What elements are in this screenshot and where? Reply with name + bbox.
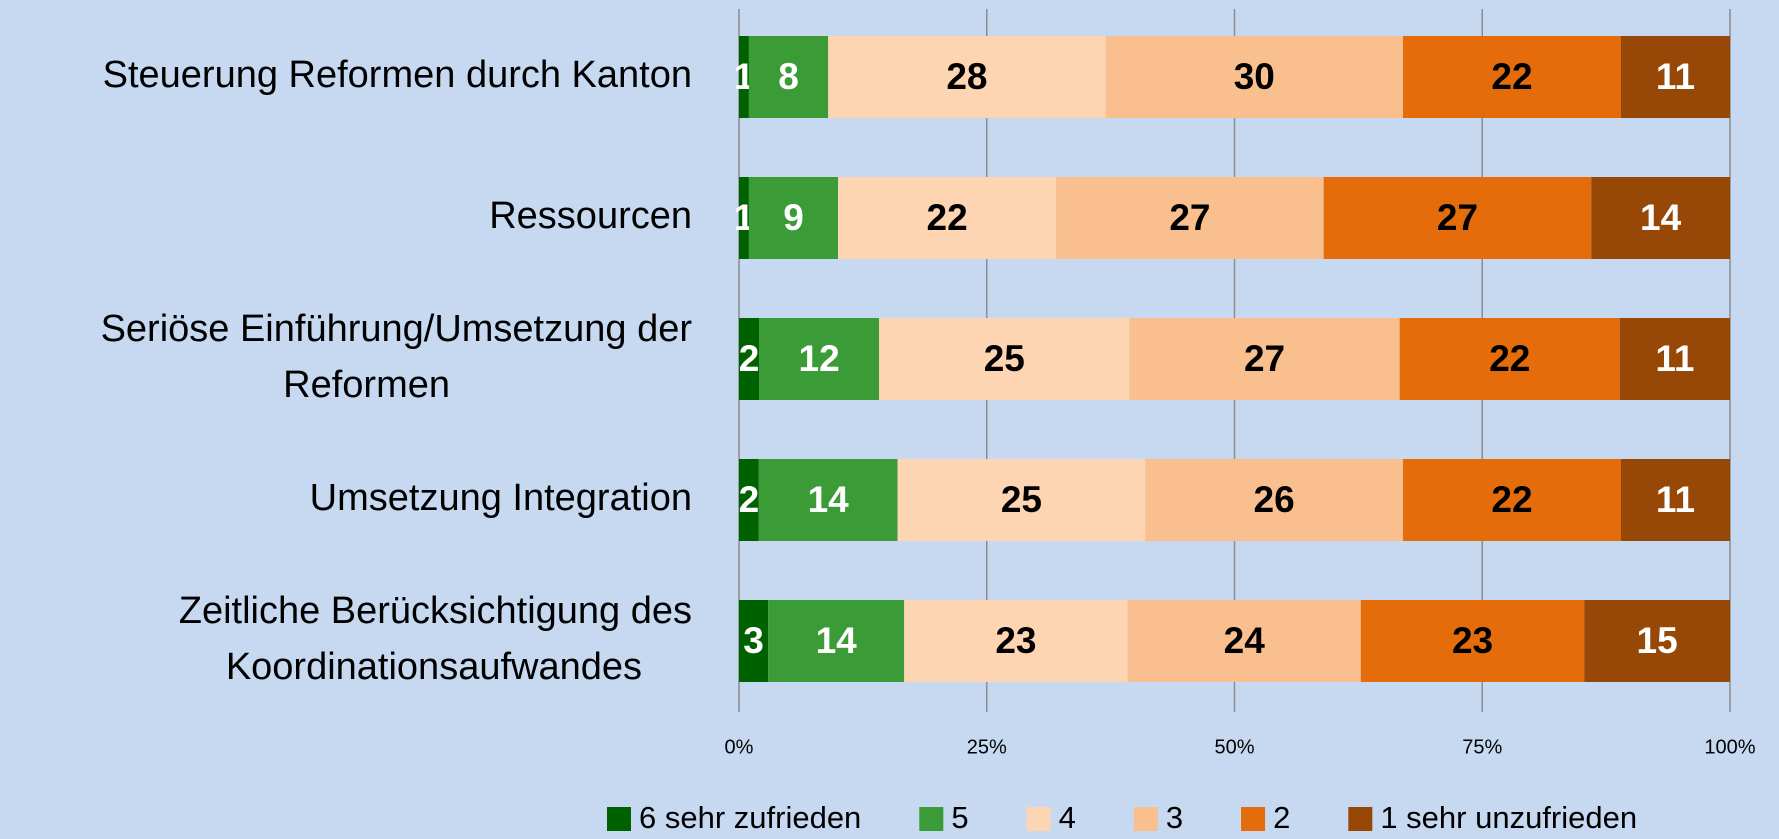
legend-label: 3 bbox=[1166, 800, 1183, 835]
x-tick-label: 0% bbox=[725, 736, 754, 758]
legend-label: 2 bbox=[1273, 800, 1290, 835]
x-tick-label: 50% bbox=[1214, 736, 1254, 758]
data-label: 27 bbox=[1169, 197, 1210, 238]
data-label: 27 bbox=[1437, 197, 1478, 238]
legend-swatch bbox=[607, 807, 631, 831]
data-label: 22 bbox=[1489, 338, 1530, 379]
bar-segment bbox=[758, 459, 898, 541]
data-label: 24 bbox=[1224, 620, 1266, 661]
bar-segment bbox=[828, 36, 1106, 118]
legend-swatch bbox=[1026, 807, 1051, 831]
data-label: 9 bbox=[783, 197, 804, 238]
bar-segment bbox=[748, 36, 829, 118]
bar-segment bbox=[1399, 318, 1620, 400]
bar-segment bbox=[739, 177, 749, 259]
category-line: Umsetzung Integration bbox=[310, 477, 692, 519]
data-label: 22 bbox=[927, 197, 968, 238]
legend-label: 5 bbox=[951, 800, 968, 835]
data-label: 23 bbox=[995, 620, 1036, 661]
bar-segment bbox=[1591, 177, 1730, 259]
category-label: Steuerung Reformen durch Kanton bbox=[103, 54, 692, 96]
data-label: 15 bbox=[1637, 620, 1678, 661]
x-tick-label: 75% bbox=[1462, 736, 1502, 758]
category-label: Ressourcen bbox=[489, 195, 692, 237]
bar-segment bbox=[1620, 459, 1730, 541]
data-label: 14 bbox=[816, 620, 858, 661]
category-line: Koordinationsaufwandes bbox=[226, 646, 642, 688]
data-label: 12 bbox=[799, 338, 840, 379]
bar-segment bbox=[1402, 36, 1621, 118]
bar-segment bbox=[879, 318, 1130, 400]
data-label: 11 bbox=[1656, 56, 1695, 97]
bar-segment bbox=[1105, 36, 1403, 118]
bar-segment bbox=[739, 318, 760, 400]
x-tick-label: 25% bbox=[967, 736, 1007, 758]
bar-segment bbox=[904, 600, 1128, 682]
bar-segment bbox=[739, 600, 769, 682]
data-label: 2 bbox=[739, 479, 760, 520]
category-line: Seriöse Einführung/Umsetzung der bbox=[101, 308, 693, 350]
bar-segment bbox=[748, 177, 839, 259]
bar-segment bbox=[1402, 459, 1621, 541]
bar-segment bbox=[768, 600, 905, 682]
category-line: Reformen bbox=[283, 364, 450, 406]
data-label: 8 bbox=[778, 56, 799, 97]
data-label: 2 bbox=[739, 338, 760, 379]
bar-segment bbox=[1360, 600, 1585, 682]
category-label: Seriöse Einführung/Umsetzung der Reformen bbox=[101, 308, 693, 406]
category-line: Ressourcen bbox=[489, 195, 692, 237]
legend-swatch bbox=[1133, 807, 1158, 831]
x-tick-label: 100% bbox=[1704, 736, 1755, 758]
bar-segment bbox=[759, 318, 880, 400]
bar-segment bbox=[897, 459, 1146, 541]
legend-label: 4 bbox=[1059, 800, 1076, 835]
data-label: 14 bbox=[808, 479, 850, 520]
data-label: 25 bbox=[1001, 479, 1042, 520]
bar-segment bbox=[739, 36, 749, 118]
data-label: 11 bbox=[1655, 338, 1694, 379]
bar-segment bbox=[1129, 318, 1400, 400]
category-line: Zeitliche Berücksichtigung des bbox=[179, 590, 692, 632]
category-line: Steuerung Reformen durch Kanton bbox=[103, 54, 692, 96]
data-label: 11 bbox=[1656, 479, 1695, 520]
bar-segment bbox=[838, 177, 1057, 259]
bar-segment bbox=[1145, 459, 1403, 541]
legend-swatch bbox=[1348, 807, 1373, 831]
data-label: 14 bbox=[1640, 197, 1682, 238]
data-label: 28 bbox=[946, 56, 987, 97]
bar-segment bbox=[1619, 318, 1730, 400]
data-label: 30 bbox=[1234, 56, 1275, 97]
category-label: Zeitliche Berücksichtigung des Koordinati… bbox=[179, 590, 692, 688]
data-label: 22 bbox=[1491, 479, 1532, 520]
data-label: 22 bbox=[1491, 56, 1532, 97]
legend-swatch bbox=[919, 807, 944, 831]
bar-segment bbox=[1127, 600, 1361, 682]
bar-segment bbox=[1620, 36, 1730, 118]
bar-segment bbox=[1056, 177, 1324, 259]
legend-label: 6 sehr zufrieden bbox=[639, 800, 861, 835]
legend-label: 1 sehr unzufrieden bbox=[1380, 800, 1637, 835]
data-label: 25 bbox=[984, 338, 1025, 379]
category-label: Umsetzung Integration bbox=[310, 477, 692, 519]
data-label: 26 bbox=[1254, 479, 1295, 520]
data-label: 27 bbox=[1244, 338, 1285, 379]
data-label: 23 bbox=[1452, 620, 1493, 661]
bar-segment bbox=[1323, 177, 1592, 259]
data-label: 3 bbox=[743, 620, 764, 661]
legend-swatch bbox=[1241, 807, 1266, 831]
bar-segment bbox=[739, 459, 759, 541]
bar-segment bbox=[1584, 600, 1730, 682]
